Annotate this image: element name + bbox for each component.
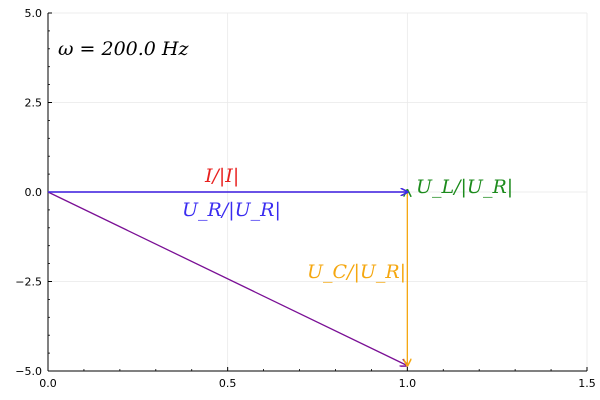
y-tick-label: −2.5	[15, 276, 42, 289]
capacitor-voltage-phasor-label: U_C/|U_R|	[307, 261, 406, 283]
phasor-series	[47, 190, 407, 366]
resistor-voltage-phasor-label: U_R/|U_R|	[182, 199, 281, 221]
frequency-annotation: ω = 200.0 Hz	[58, 38, 189, 60]
x-tick-label: 1.0	[399, 377, 417, 390]
tick-labels: 0.0 0.5 1.0 1.5 −5.0 −2.5 0.0 2.5 5.0	[15, 7, 595, 390]
inductor-voltage-phasor-label: U_L/|U_R|	[416, 176, 513, 198]
y-tick-label: −5.0	[15, 365, 42, 378]
x-tick-label: 0.5	[219, 377, 237, 390]
current-phasor-label: I/|I|	[204, 165, 239, 187]
y-tick-label: 2.5	[25, 97, 43, 110]
total-voltage-phasor	[47, 191, 407, 366]
y-tick-label: 5.0	[25, 7, 43, 20]
x-tick-label: 0.0	[39, 377, 57, 390]
x-tick-label: 1.5	[578, 377, 596, 390]
y-tick-label: 0.0	[25, 186, 43, 199]
